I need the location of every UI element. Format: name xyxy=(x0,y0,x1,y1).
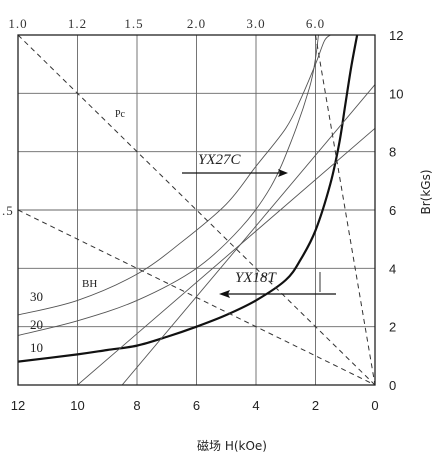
top-tick-label: 2.0 xyxy=(187,16,206,31)
series-line-solid-thin-2 xyxy=(18,35,319,336)
x-tick-label: 8 xyxy=(133,398,140,413)
series-line-dashed-6 xyxy=(18,209,375,385)
plot-frame xyxy=(17,34,376,386)
yx27c-arrow-head xyxy=(278,169,288,177)
y-tick-label: 8 xyxy=(389,145,396,160)
y-tick-label: 6 xyxy=(389,203,396,218)
x-tick-label: 2 xyxy=(312,398,319,413)
series-line-dashed-5 xyxy=(18,35,375,385)
x-tick-label: 0 xyxy=(371,398,378,413)
series-line-solid-thin-4 xyxy=(121,84,375,385)
x-tick-label: 12 xyxy=(11,398,25,413)
y-tick-label: 4 xyxy=(389,261,396,276)
bh-value-label: 10 xyxy=(30,340,43,355)
y-tick-label: 2 xyxy=(389,320,396,335)
y-axis-title: Br(kGs) xyxy=(419,169,433,214)
top-tick-label: 1.0 xyxy=(8,16,27,31)
top-tick-label: 1.5 xyxy=(124,16,143,31)
top-tick-label: 3.0 xyxy=(246,16,265,31)
y-tick-label: 12 xyxy=(389,28,403,43)
top-tick-label: 6.0 xyxy=(306,16,325,31)
yx18t-label: YX18T xyxy=(235,270,278,286)
yx18t-arrow-head xyxy=(219,290,230,298)
top-tick-label: 1.2 xyxy=(68,16,87,31)
y-tick-label: 10 xyxy=(389,86,403,101)
x-tick-label: 4 xyxy=(252,398,259,413)
yx27c-label: YX27C xyxy=(198,152,242,168)
bh-label: BH xyxy=(82,278,97,290)
x-axis-title: 磁场 H(kOe) xyxy=(197,438,267,453)
y-tick-label: 0 xyxy=(389,378,396,393)
series-line-yx27c xyxy=(18,35,331,316)
series-layer xyxy=(18,35,375,385)
bh-value-label: 20 xyxy=(30,317,43,332)
x-tick-label: 6 xyxy=(193,398,200,413)
series-line-yx18t xyxy=(18,35,359,363)
x-tick-label: 10 xyxy=(70,398,84,413)
series-line-solid-thin-3 xyxy=(77,127,375,385)
annotations: Pc BH 30 20 10 YX27C YX18T xyxy=(30,109,336,355)
pc-label: Pc xyxy=(115,109,126,120)
bh-value-label: 30 xyxy=(30,289,43,304)
left-tick-label: .5 xyxy=(2,203,14,218)
